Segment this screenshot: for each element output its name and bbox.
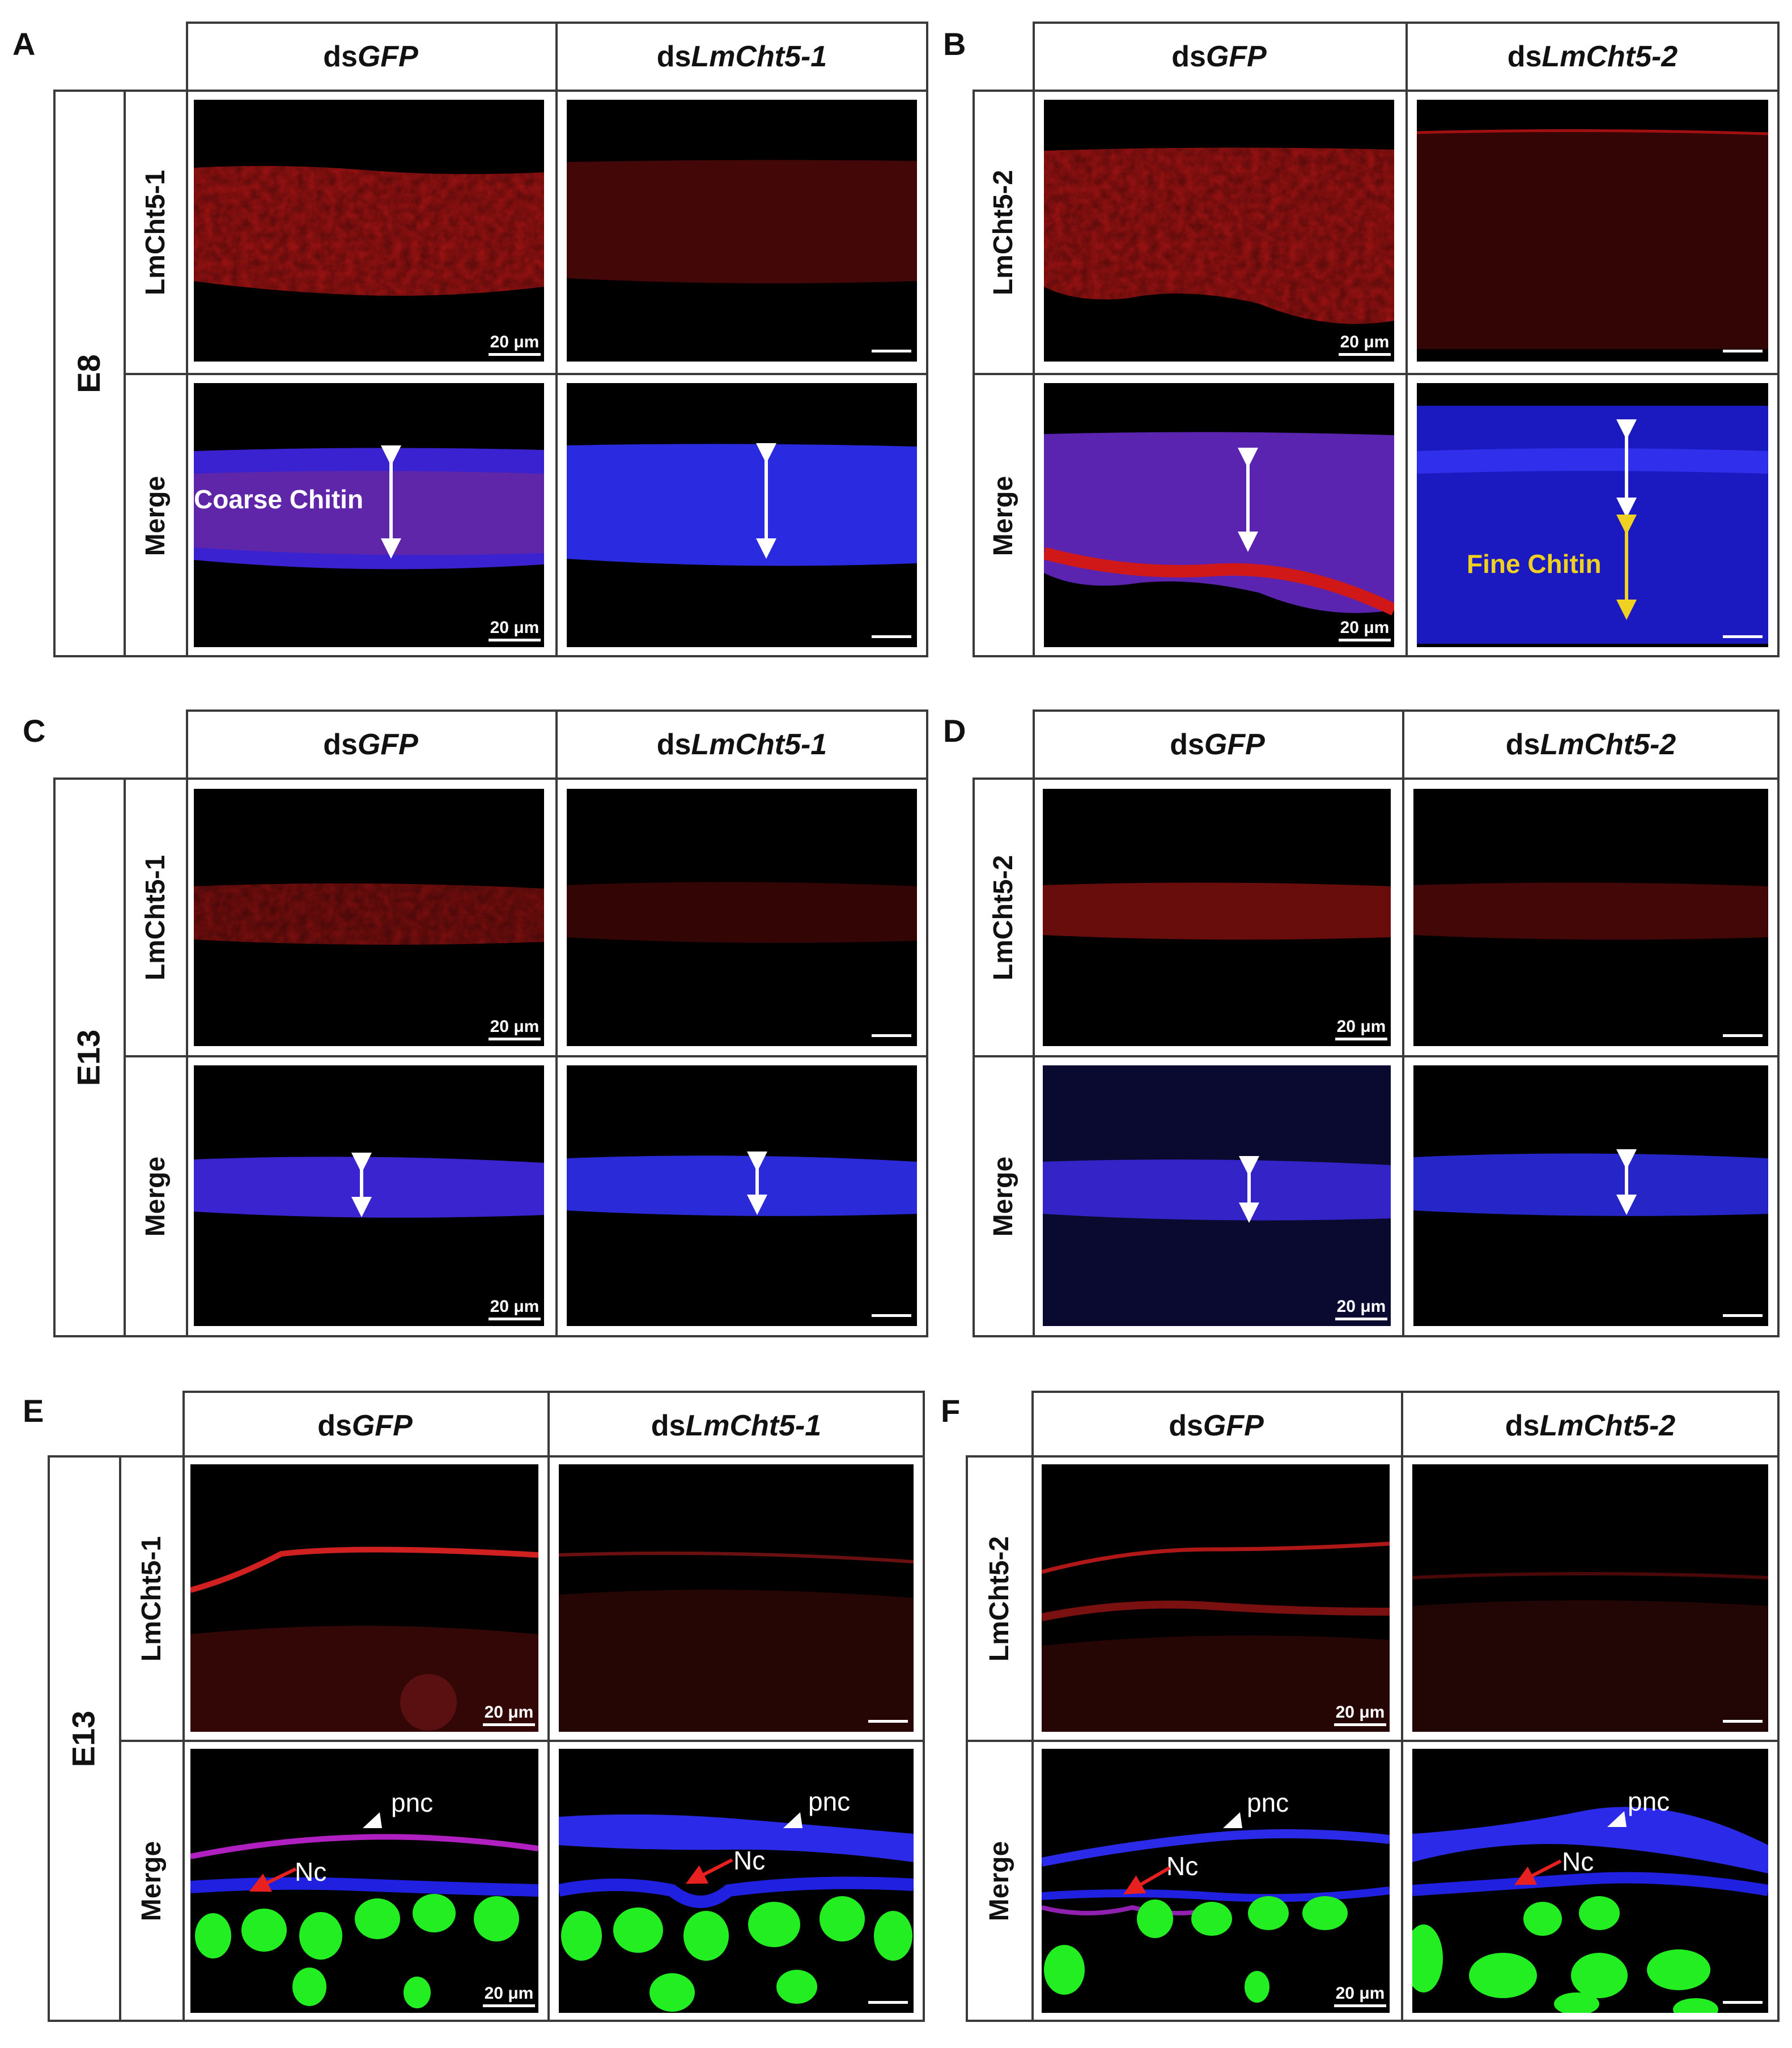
row-label-merge: Merge [141, 475, 171, 556]
column-header-dslmcht5-1: ds LmCht5-1 [651, 1409, 822, 1442]
column-header-dsgfp: ds GFP [317, 1409, 413, 1442]
micrograph-a-kd-red [567, 100, 917, 362]
column-header-dslmcht5-2: ds LmCht5-2 [1507, 40, 1678, 73]
scale-bar: 20 μm [1335, 1298, 1387, 1320]
micrograph-b-gfp-merge: 20 μm [1044, 383, 1394, 647]
micrograph-a-gfp-red: 20 μm [194, 100, 544, 362]
scale-bar [1723, 2001, 1763, 2004]
row-label-merge: Merge [988, 475, 1019, 556]
scale-bar [1723, 350, 1763, 352]
micrograph-f-gfp-red: 20 μm [1042, 1464, 1390, 1732]
scale-bar [872, 1314, 911, 1317]
micrograph-c-kd-merge [567, 1065, 917, 1326]
column-header-row [1031, 1391, 1780, 1461]
scale-bar [1723, 1314, 1763, 1317]
micrograph-e-gfp-merge: pnc Nc 20 μm [190, 1749, 538, 2013]
scale-bar: 20 μm [489, 334, 541, 356]
micrograph-d-kd-merge [1413, 1065, 1768, 1326]
annotation-nc: Nc [1562, 1847, 1594, 1876]
row-label-lmcht5-2: LmCht5-2 [984, 1536, 1015, 1662]
scale-bar: 20 μm [489, 1018, 541, 1040]
annotation-nc: Nc [733, 1846, 766, 1875]
micrograph-c-gfp-merge: 20 μm [194, 1065, 544, 1326]
column-header-dslmcht5-2: ds LmCht5-2 [1505, 728, 1676, 761]
micrograph-f-kd-merge: pnc Nc [1412, 1749, 1768, 2013]
annotation-nc: Nc [1166, 1851, 1199, 1881]
stage-label: E13 [65, 1710, 101, 1767]
scale-bar: 20 μm [1334, 1985, 1386, 2007]
micrograph-a-kd-merge [567, 383, 917, 647]
column-header-row [1033, 709, 1780, 780]
scale-bar [1723, 635, 1763, 638]
scale-bar [868, 1720, 908, 1723]
panel-letter: E [23, 1393, 44, 1429]
scale-bar: 20 μm [483, 1985, 535, 2007]
row-label-merge: Merge [141, 1156, 171, 1237]
scale-bar: 20 μm [1339, 619, 1391, 641]
scale-bar [1723, 1034, 1763, 1037]
scale-bar: 20 μm [1339, 334, 1391, 356]
scale-bar: 20 μm [489, 619, 541, 641]
panel-letter: A [12, 26, 36, 62]
scale-bar: 20 μm [489, 1298, 541, 1320]
column-header-dsgfp: ds GFP [323, 728, 418, 761]
scale-bar [872, 1034, 911, 1037]
column-header-dsgfp: ds GFP [323, 40, 418, 73]
scale-bar: 20 μm [1335, 1018, 1387, 1040]
row-label-merge: Merge [137, 1841, 167, 1921]
row-label-lmcht5-1: LmCht5-1 [137, 1536, 167, 1662]
micrograph-b-gfp-red: 20 μm [1044, 100, 1394, 362]
micrograph-b-kd-red [1417, 100, 1768, 362]
scale-bar [872, 635, 911, 638]
micrograph-f-gfp-merge: pnc Nc 20 μm [1042, 1749, 1390, 2013]
column-header-dsgfp: ds GFP [1170, 728, 1265, 761]
micrograph-e-gfp-red: 20 μm [190, 1464, 538, 1732]
panel-letter: D [943, 713, 966, 749]
micrograph-d-gfp-red: 20 μm [1043, 789, 1391, 1046]
column-header-dslmcht5-1: ds LmCht5-1 [656, 40, 827, 73]
column-header-dslmcht5-2: ds LmCht5-2 [1505, 1409, 1676, 1442]
micrograph-e-kd-red [559, 1464, 914, 1732]
column-header-dsgfp: ds GFP [1169, 1409, 1264, 1442]
row-label-merge: Merge [988, 1156, 1019, 1237]
annotation-nc: Nc [295, 1857, 327, 1886]
stage-label: E13 [70, 1029, 107, 1086]
micrograph-c-kd-red [567, 789, 917, 1046]
panel-letter: F [941, 1393, 961, 1429]
column-header-dslmcht5-1: ds LmCht5-1 [656, 728, 827, 761]
micrograph-c-gfp-red: 20 μm [194, 789, 544, 1046]
panel-letter: B [943, 26, 966, 62]
annotation-coarse-chitin: Coarse Chitin [194, 485, 364, 514]
scale-bar: 20 μm [1334, 1704, 1386, 1726]
micrograph-e-kd-merge: pnc Nc [559, 1749, 914, 2013]
row-label-lmcht5-1: LmCht5-1 [141, 855, 171, 980]
row-label-merge: Merge [984, 1841, 1015, 1921]
micrograph-a-gfp-merge: Coarse Chitin 20 μm [194, 383, 544, 647]
annotation-pnc: pnc [1247, 1788, 1289, 1817]
scale-bar [868, 2001, 908, 2004]
micrograph-b-kd-merge: Fine Chitin [1417, 383, 1768, 647]
annotation-fine-chitin: Fine Chitin [1467, 549, 1602, 579]
micrograph-d-kd-red [1413, 789, 1768, 1046]
micrograph-d-gfp-merge: 20 μm [1043, 1065, 1391, 1326]
panel-letter: C [23, 713, 46, 749]
row-label-lmcht5-2: LmCht5-2 [988, 169, 1019, 295]
scale-bar [1723, 1720, 1763, 1723]
stage-label: E8 [70, 354, 107, 393]
micrograph-f-kd-red [1412, 1464, 1768, 1732]
row-label-lmcht5-2: LmCht5-2 [988, 855, 1019, 980]
annotation-pnc: pnc [808, 1787, 851, 1816]
annotation-pnc: pnc [1628, 1787, 1670, 1816]
scale-bar [872, 350, 911, 352]
scale-bar: 20 μm [483, 1704, 535, 1726]
annotation-pnc: pnc [391, 1788, 434, 1817]
column-header-dsgfp: ds GFP [1171, 40, 1267, 73]
row-label-lmcht5-1: LmCht5-1 [141, 169, 171, 295]
